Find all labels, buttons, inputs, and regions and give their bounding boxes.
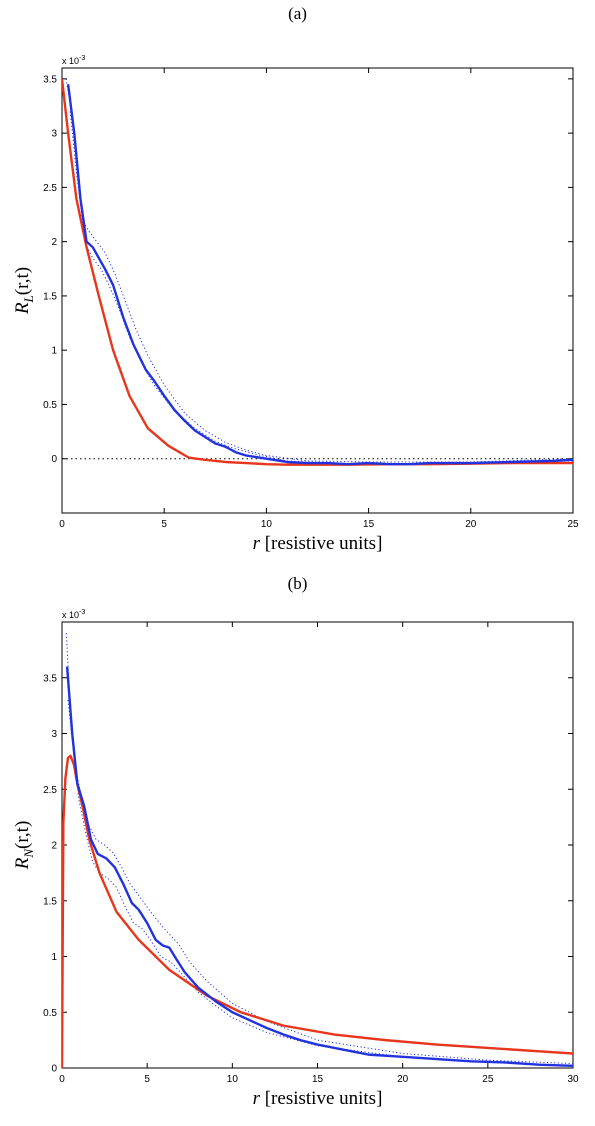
chart-b-plot-frame — [61, 621, 574, 1069]
chart-b-ytick-label: 0 — [51, 1064, 57, 1075]
chart-a-y-multiplier-label: x 10-3 — [62, 55, 85, 66]
chart-a-xtick-label: 0 — [59, 519, 65, 530]
chart-a-x-axis-title: r [resistive units] — [253, 533, 383, 554]
chart-b-xtick-label: 10 — [227, 1074, 239, 1085]
chart-b-x-axis-title: r [resistive units] — [253, 1088, 383, 1109]
chart-a-ytick-label: 3 — [51, 129, 57, 140]
chart-a-ytick-label: 2.5 — [43, 183, 57, 194]
chart-b-y-axis-title: RN(r,t) — [12, 821, 36, 871]
chart-a-xtick-label: 20 — [465, 519, 477, 530]
chart-a-ytick-label: 1.5 — [43, 291, 57, 302]
chart-b-xtick-label: 15 — [312, 1074, 324, 1085]
chart-b-series-blue-dotted-2 — [65, 633, 573, 1065]
chart-b-xtick-label: 30 — [567, 1074, 579, 1085]
chart-b-xtick-label: 0 — [59, 1074, 65, 1085]
chart-a-plot-frame — [61, 67, 574, 514]
chart-b-ytick-label: 0.5 — [43, 1008, 57, 1019]
chart-b-xtick-label: 25 — [482, 1074, 494, 1085]
chart-a-ytick-label: 0 — [51, 454, 57, 465]
chart-b-ytick-label: 1 — [51, 952, 57, 963]
chart-a-xtick-label: 10 — [261, 519, 273, 530]
chart-a-series-red-solid-0 — [62, 78, 573, 466]
chart-b-y-multiplier-label: x 10-3 — [62, 609, 85, 620]
chart-a-xtick-label: 25 — [567, 519, 579, 530]
chart-b-ytick-label: 3 — [51, 729, 57, 740]
chart-b-ytick-label: 2.5 — [43, 785, 57, 796]
chart-a-y-axis-title: RL(r,t) — [12, 267, 36, 315]
chart-a-ytick-label: 2 — [51, 237, 57, 248]
chart-b-ytick-label: 3.5 — [43, 673, 57, 684]
chart-a: 0 5 10 15 20 25 0 0.5 1 1.5 2 2.5 3 3.5 x 10-3 r [resis… — [12, 55, 579, 554]
chart-a-ytick-label: 3.5 — [43, 74, 57, 85]
chart-b-xtick-label: 5 — [144, 1074, 150, 1085]
panel-b-label: (b) — [287, 574, 308, 593]
chart-b-series-blue-dotted-3 — [67, 699, 573, 1067]
chart-a-ytick-label: 0.5 — [43, 400, 57, 411]
chart-b-ytick-label: 2 — [51, 841, 57, 852]
panel-a-label: (a) — [288, 4, 307, 23]
chart-a-xtick-label: 15 — [363, 519, 375, 530]
chart-b: 0 5 10 15 20 25 30 0 0.5 1 1.5 2 2.5 3 3.5 x 10-3 r [res… — [12, 609, 579, 1109]
chart-a-series-blue-solid-1 — [66, 84, 573, 466]
chart-a-series-blue-dotted-2 — [69, 111, 573, 463]
chart-b-ytick-label: 1.5 — [43, 896, 57, 907]
chart-b-series-blue-solid-1 — [65, 666, 573, 1067]
chart-a-series-blue-dotted-3 — [65, 78, 573, 465]
chart-b-series-red-solid-0 — [62, 754, 573, 1068]
chart-a-ytick-label: 1 — [51, 346, 57, 357]
chart-b-xtick-label: 20 — [397, 1074, 409, 1085]
chart-a-xtick-label: 5 — [161, 519, 167, 530]
